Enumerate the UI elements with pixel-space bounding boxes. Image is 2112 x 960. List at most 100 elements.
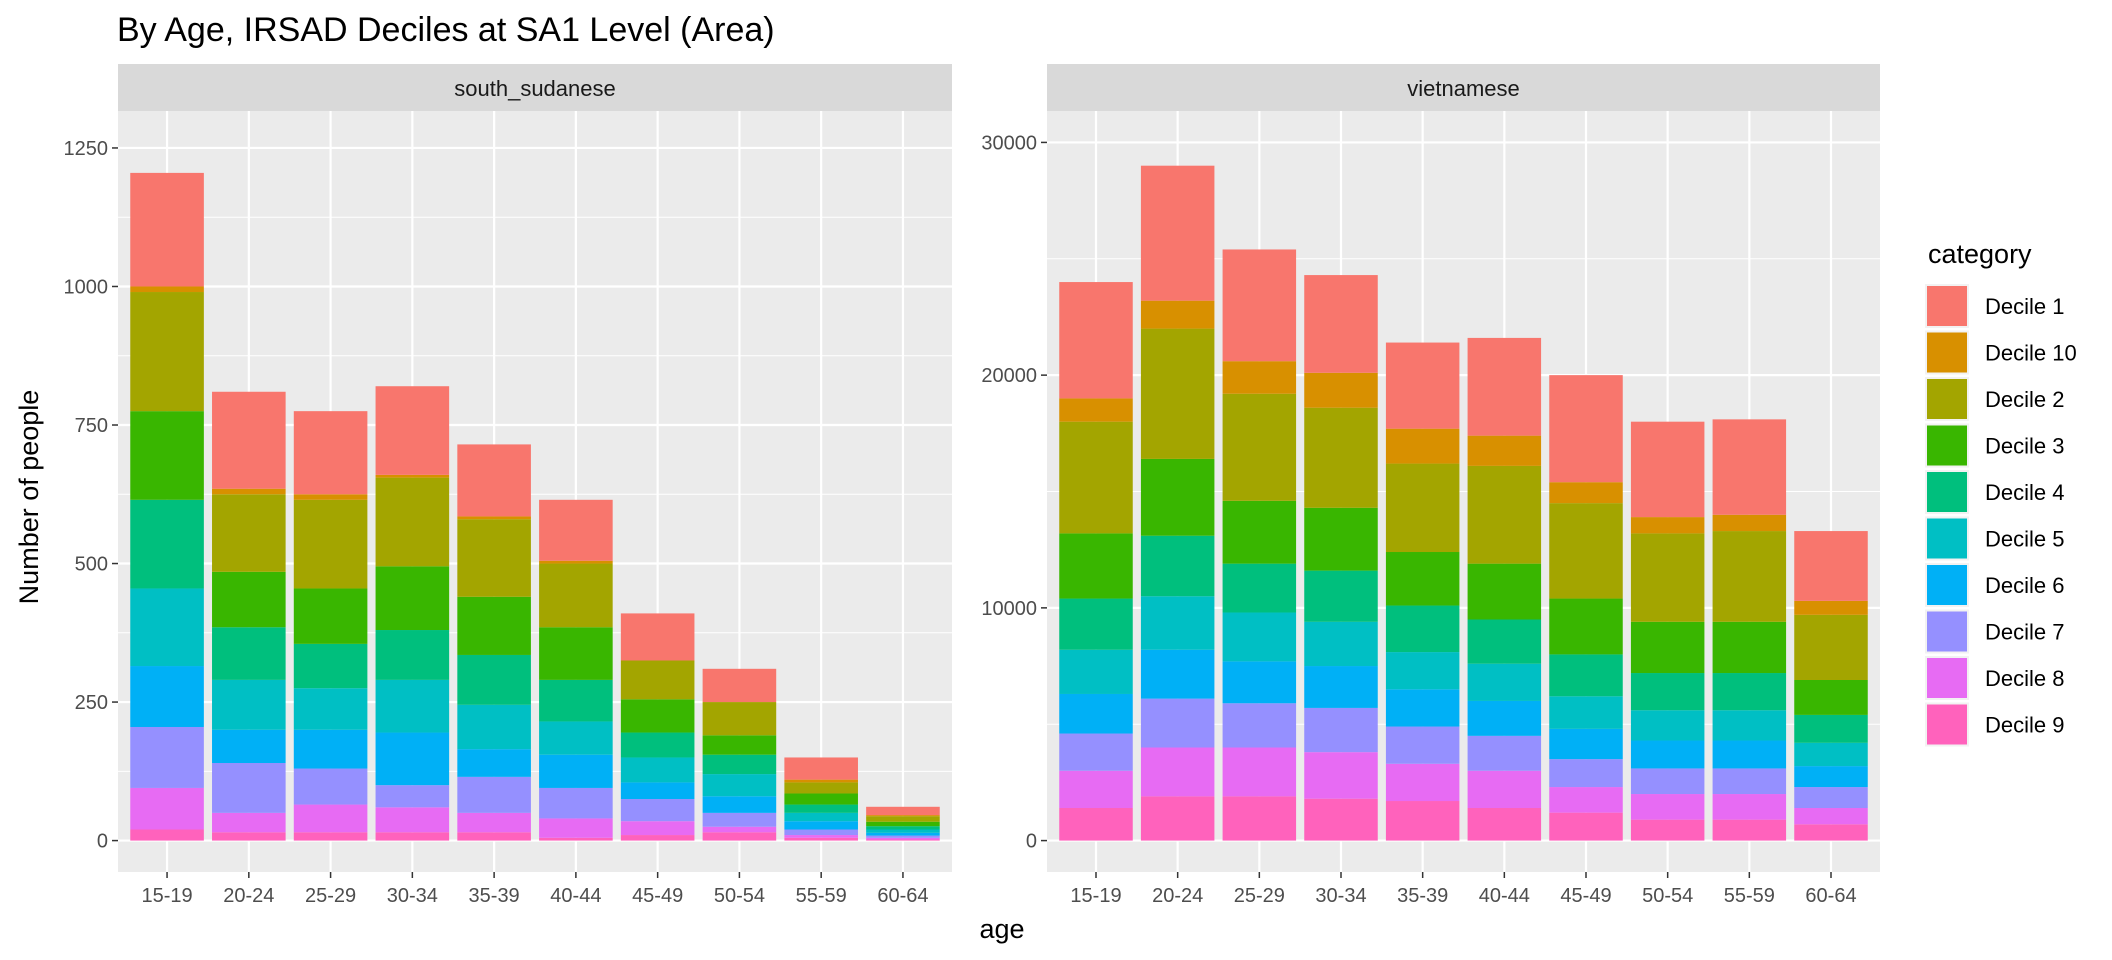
bar-segment	[1385, 801, 1460, 841]
bar-segment	[1385, 342, 1460, 429]
bar-segment	[1712, 710, 1787, 741]
legend-item: Decile 6	[1925, 563, 2064, 607]
bar-segment	[1140, 328, 1215, 459]
bar-segment	[1467, 435, 1542, 466]
bar-segment	[293, 411, 368, 495]
bar-segment	[1467, 619, 1542, 664]
bar-segment	[130, 499, 204, 589]
bar-segment	[1794, 766, 1868, 788]
bar-segment	[375, 679, 450, 733]
bar-segment	[784, 782, 858, 794]
bar-segment	[866, 806, 940, 816]
bar-segment	[620, 732, 695, 758]
bar-segment	[784, 804, 858, 813]
bar-segment	[1140, 698, 1215, 748]
bar-segment	[1304, 570, 1378, 622]
panel-vietnamese: vietnamese 0 10000 20000 30000 15-19 20-24 25-2…	[981, 64, 1880, 907]
bar-segment	[212, 729, 286, 764]
y-tick-label: 30000	[981, 132, 1037, 154]
bar-segment	[1222, 393, 1297, 501]
bar-segment	[866, 816, 940, 822]
bar-segment	[1222, 563, 1297, 613]
bar-segment	[1467, 808, 1542, 841]
bar-segment	[1385, 652, 1460, 690]
bar-segment	[1630, 673, 1705, 711]
legend-label: Decile 2	[1985, 387, 2064, 412]
legend-swatch	[1927, 425, 1967, 466]
bar-segment	[1630, 794, 1705, 820]
bar-segment	[1140, 649, 1215, 699]
x-tick-label: 20-24	[223, 885, 274, 907]
x-tick-label: 55-59	[1724, 885, 1775, 907]
bar-segment	[1549, 728, 1623, 760]
legend-label: Decile 3	[1985, 434, 2064, 459]
legend-title: category	[1928, 239, 2032, 269]
x-tick-label: 50-54	[714, 885, 765, 907]
x-tick-label: 45-49	[1560, 885, 1611, 907]
y-tick-label: 250	[75, 692, 108, 714]
bar-segment	[1222, 661, 1297, 704]
bar-segment	[375, 832, 450, 841]
legend-swatch	[1927, 704, 1967, 745]
x-tick-label: 40-44	[1479, 885, 1530, 907]
bar-segment	[293, 643, 368, 689]
bar-segment	[539, 837, 613, 841]
bar-segment	[375, 386, 450, 475]
y-axis-label: Number of people	[14, 390, 44, 605]
bar-segment	[1304, 752, 1378, 799]
bar-segment	[375, 566, 450, 631]
bar-segment	[293, 832, 368, 841]
facet-strip-label: vietnamese	[1407, 76, 1520, 101]
x-tick-label: 45-49	[632, 885, 683, 907]
legend-label: Decile 9	[1985, 713, 2064, 738]
legend-swatch	[1927, 472, 1967, 512]
bar-segment	[1467, 700, 1542, 736]
bar-segment	[866, 835, 940, 838]
bar-segment	[1304, 372, 1378, 408]
bar-segment	[620, 613, 695, 661]
bar-segment	[620, 821, 695, 836]
bar-segment	[130, 292, 204, 412]
bar-segment	[1059, 770, 1133, 809]
legend-label: Decile 5	[1985, 527, 2064, 552]
y-tick-label: 1250	[64, 138, 109, 160]
bar-segment	[212, 494, 286, 572]
bar-segment	[1712, 621, 1787, 674]
bar-segment	[293, 729, 368, 769]
bar-segment	[866, 815, 940, 817]
bar-segment	[1140, 300, 1215, 329]
bar-segment	[539, 499, 613, 561]
bar-segment	[130, 666, 204, 727]
bar-segment	[1549, 482, 1623, 504]
legend-swatch	[1927, 518, 1967, 559]
facet-strip	[1047, 64, 1880, 111]
bar-segment	[702, 826, 777, 833]
bar-segment	[1304, 621, 1378, 667]
bar-segment	[1549, 759, 1623, 788]
bar-segment	[130, 726, 204, 788]
bar-segment	[702, 812, 777, 827]
legend-swatch	[1927, 379, 1967, 419]
bar-segment	[1059, 808, 1133, 841]
bar-segment	[1222, 249, 1297, 362]
bar-segment	[702, 754, 777, 775]
x-tick-label: 15-19	[1070, 885, 1121, 907]
legend-swatch	[1927, 332, 1967, 373]
bar-segment	[1467, 337, 1542, 436]
legend-swatch	[1927, 565, 1967, 605]
bar-segment	[702, 774, 777, 797]
bar-segment	[293, 494, 368, 500]
x-tick-label: 60-64	[1805, 885, 1856, 907]
bar-segment	[375, 474, 450, 478]
bar-segment	[293, 588, 368, 644]
x-tick-label: 35-39	[1397, 885, 1448, 907]
x-tick-label: 40-44	[550, 885, 601, 907]
bar-segment	[1304, 407, 1378, 508]
bar-segment	[1385, 463, 1460, 553]
bar-segment	[130, 172, 204, 287]
x-tick-label: 25-29	[1234, 885, 1285, 907]
x-tick-label: 15-19	[141, 885, 192, 907]
bar-segment	[1385, 763, 1460, 802]
bar-segment	[1140, 458, 1215, 536]
bar-segment	[457, 519, 531, 597]
